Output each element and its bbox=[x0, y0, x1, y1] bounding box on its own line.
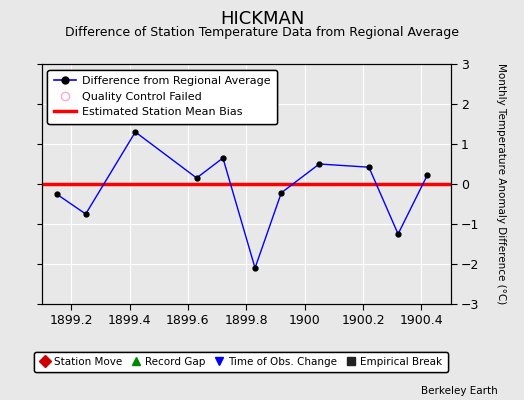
Y-axis label: Monthly Temperature Anomaly Difference (°C): Monthly Temperature Anomaly Difference (… bbox=[496, 63, 506, 305]
Text: HICKMAN: HICKMAN bbox=[220, 10, 304, 28]
Text: Berkeley Earth: Berkeley Earth bbox=[421, 386, 498, 396]
Legend: Station Move, Record Gap, Time of Obs. Change, Empirical Break: Station Move, Record Gap, Time of Obs. C… bbox=[34, 352, 448, 372]
Text: Difference of Station Temperature Data from Regional Average: Difference of Station Temperature Data f… bbox=[65, 26, 459, 39]
Legend: Difference from Regional Average, Quality Control Failed, Estimated Station Mean: Difference from Regional Average, Qualit… bbox=[48, 70, 277, 124]
